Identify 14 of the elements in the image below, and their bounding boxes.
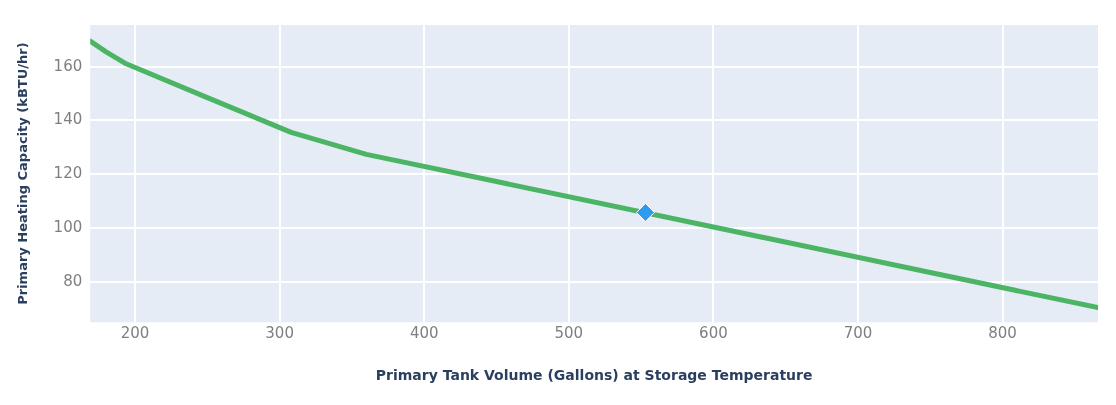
x-axis-title: Primary Tank Volume (Gallons) at Storage Temperature	[375, 367, 813, 384]
y-tick-label: 140	[53, 110, 83, 129]
x-tick-label: 800	[988, 324, 1017, 343]
y-axis-title: Primary Heating Capacity (kBTU/hr)	[15, 42, 31, 305]
y-tick-label: 120	[53, 164, 83, 183]
x-tick-label: 700	[843, 324, 873, 343]
x-tick-label: 500	[554, 324, 584, 343]
y-tick-label: 80	[63, 271, 83, 290]
x-tick-label: 600	[699, 324, 728, 343]
x-tick-label: 400	[409, 324, 439, 343]
y-tick-label: 100	[53, 217, 83, 236]
x-tick-label: 300	[265, 324, 294, 343]
x-tick-label: 200	[120, 324, 150, 343]
y-tick-label: 160	[53, 56, 83, 75]
